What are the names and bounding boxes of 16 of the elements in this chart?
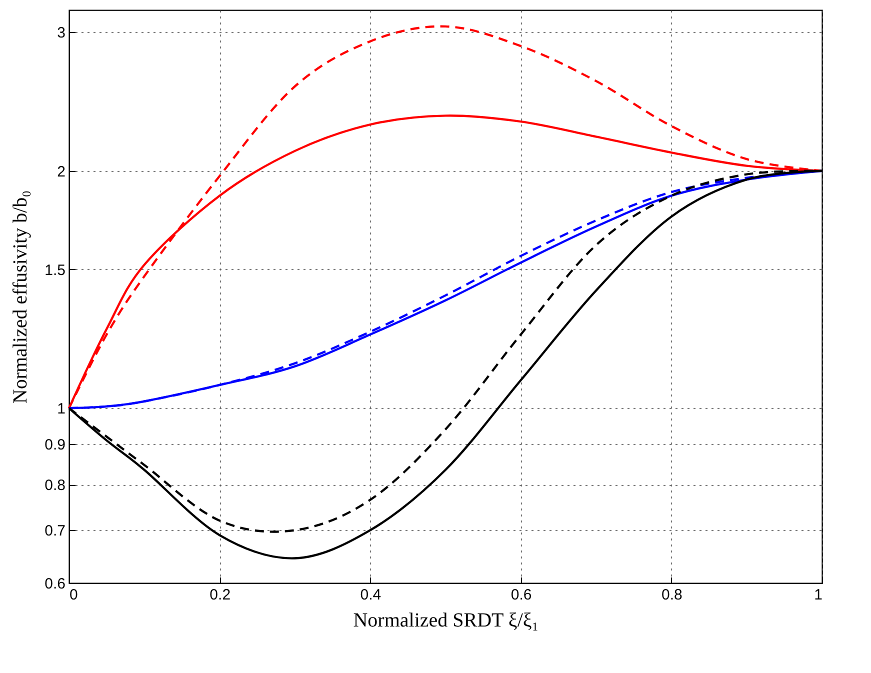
x-tick-label: 0.2 [210,586,231,604]
y-tick-label: 0.9 [44,436,66,454]
y-tick-label: 0.6 [44,576,66,592]
y-tick-label: 2 [57,163,66,180]
x-tick-label: 0.6 [510,586,532,604]
x-tick-label: 0.4 [360,586,382,604]
y-tick-label: 1.5 [44,262,66,279]
y-axis-title: Normalized effusivity b/b₀ [10,190,32,404]
y-tick-label: 0.7 [44,522,66,540]
y-tick-label: 3 [57,24,66,42]
y-tick-label: 1 [57,400,66,418]
y-tick-label: 0.8 [44,477,66,494]
x-tick-label: 1 [814,586,822,604]
x-axis-title: Normalized SRDT ξ/ξ₁ [353,610,539,632]
x-tick-label: 0 [70,586,78,604]
x-tick-label: 0.8 [661,586,682,604]
